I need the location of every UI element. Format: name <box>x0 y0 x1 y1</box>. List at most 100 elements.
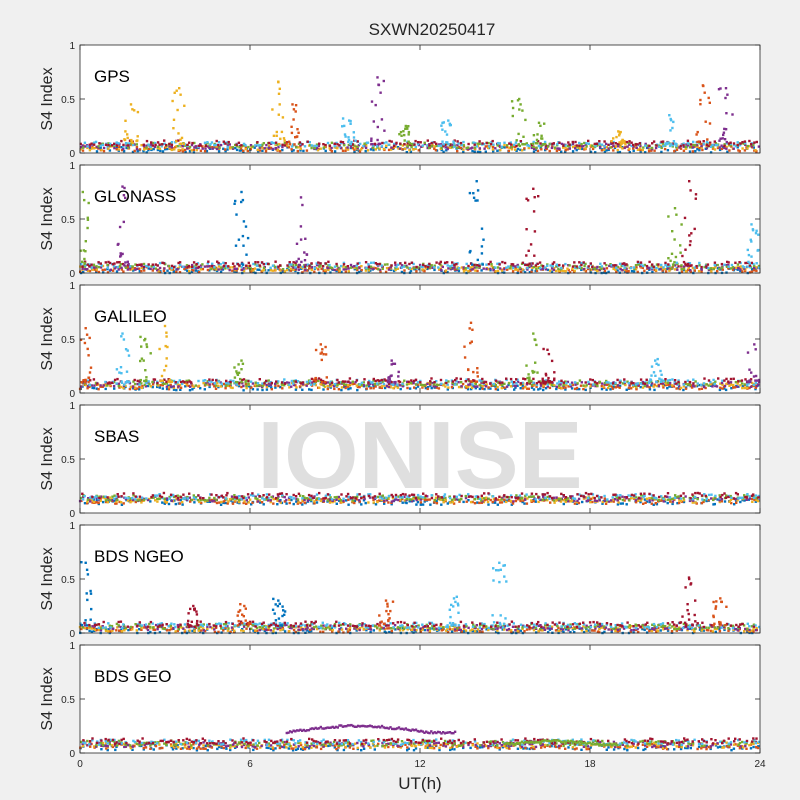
data-point <box>292 383 296 387</box>
data-point <box>653 383 656 386</box>
data-point <box>274 265 277 269</box>
data-point <box>463 345 466 348</box>
data-point <box>136 135 139 138</box>
data-point <box>496 498 499 501</box>
data-point <box>472 370 475 374</box>
data-point <box>354 139 357 142</box>
data-point <box>444 146 447 149</box>
data-point <box>718 146 721 149</box>
data-point <box>131 387 135 390</box>
data-point <box>297 268 300 271</box>
data-point <box>365 387 368 390</box>
data-point <box>423 496 427 499</box>
data-point <box>548 149 551 153</box>
data-point <box>245 384 248 388</box>
data-point <box>131 268 134 271</box>
data-point <box>144 337 147 341</box>
data-point <box>310 266 313 269</box>
data-point <box>364 261 368 264</box>
data-point <box>219 385 223 388</box>
data-point <box>476 269 479 273</box>
data-point <box>428 383 432 386</box>
data-point <box>167 502 171 506</box>
data-point <box>294 263 298 267</box>
data-point <box>172 388 176 391</box>
data-point <box>397 370 400 374</box>
data-point <box>144 385 148 388</box>
data-point <box>578 147 582 150</box>
data-point <box>639 497 642 500</box>
data-point <box>267 262 270 266</box>
data-point <box>534 148 538 152</box>
data-point <box>117 148 120 151</box>
data-point <box>444 261 447 264</box>
data-point <box>348 119 351 122</box>
data-point <box>122 338 126 341</box>
data-point <box>95 499 98 502</box>
data-point <box>716 146 720 150</box>
data-point <box>367 501 370 504</box>
data-point <box>446 383 449 386</box>
data-point <box>326 266 329 270</box>
data-point <box>93 268 96 271</box>
data-point <box>453 263 456 267</box>
data-point <box>226 144 229 147</box>
data-point <box>423 269 426 273</box>
data-point <box>579 384 583 387</box>
data-point <box>258 384 261 387</box>
data-point <box>746 265 749 268</box>
data-point <box>194 269 198 272</box>
data-point <box>145 146 148 149</box>
data-point <box>679 144 682 148</box>
data-point <box>613 498 617 501</box>
y-tick-label: 1 <box>69 41 75 52</box>
data-point <box>724 87 728 90</box>
data-point <box>479 384 482 387</box>
data-point <box>267 379 270 382</box>
data-point <box>733 503 736 506</box>
data-point <box>469 269 472 272</box>
data-point <box>471 268 474 271</box>
data-point <box>668 114 671 117</box>
data-point <box>639 261 643 264</box>
data-point <box>673 207 677 210</box>
data-point <box>455 498 458 501</box>
data-point <box>372 379 375 382</box>
data-point <box>433 264 436 267</box>
data-point <box>365 384 368 387</box>
data-point <box>628 499 631 502</box>
data-point <box>124 130 127 133</box>
data-point <box>435 142 438 145</box>
data-point <box>324 143 327 147</box>
data-point <box>170 499 174 503</box>
data-point <box>89 500 92 503</box>
data-point <box>181 382 184 386</box>
data-point <box>305 253 309 256</box>
data-point <box>382 141 386 145</box>
data-point <box>241 362 245 365</box>
data-point <box>550 383 554 387</box>
data-point <box>542 495 545 498</box>
data-point <box>562 269 565 273</box>
data-point <box>519 499 522 503</box>
data-point <box>389 374 392 378</box>
data-point <box>661 142 664 145</box>
data-point <box>492 269 495 272</box>
data-point <box>421 383 424 387</box>
data-point <box>503 382 506 385</box>
data-point <box>474 199 477 202</box>
data-point <box>527 146 530 150</box>
data-point <box>275 130 278 134</box>
data-point <box>85 333 89 336</box>
data-point <box>217 150 221 153</box>
data-point <box>188 150 192 153</box>
data-point <box>201 145 204 148</box>
data-point <box>444 385 447 388</box>
data-point <box>476 375 479 378</box>
data-point <box>723 384 727 388</box>
data-point <box>453 498 457 502</box>
data-point <box>113 267 117 270</box>
data-point <box>525 197 528 200</box>
data-point <box>163 324 167 328</box>
data-point <box>94 140 98 144</box>
